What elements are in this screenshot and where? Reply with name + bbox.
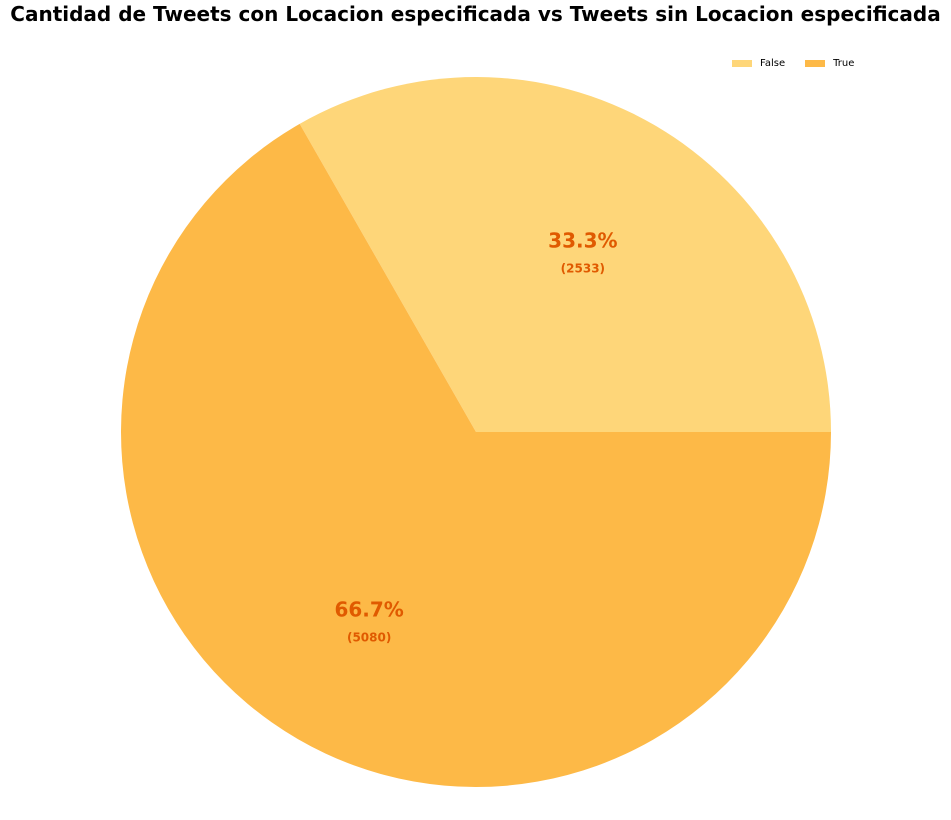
pie-percent-label-false: 33.3% xyxy=(548,229,617,253)
pie-slices xyxy=(121,77,831,787)
pie-percent-label-true: 66.7% xyxy=(334,597,403,621)
pie-count-label-true: (5080) xyxy=(347,630,391,644)
pie-count-label-false: (2533) xyxy=(561,262,605,276)
